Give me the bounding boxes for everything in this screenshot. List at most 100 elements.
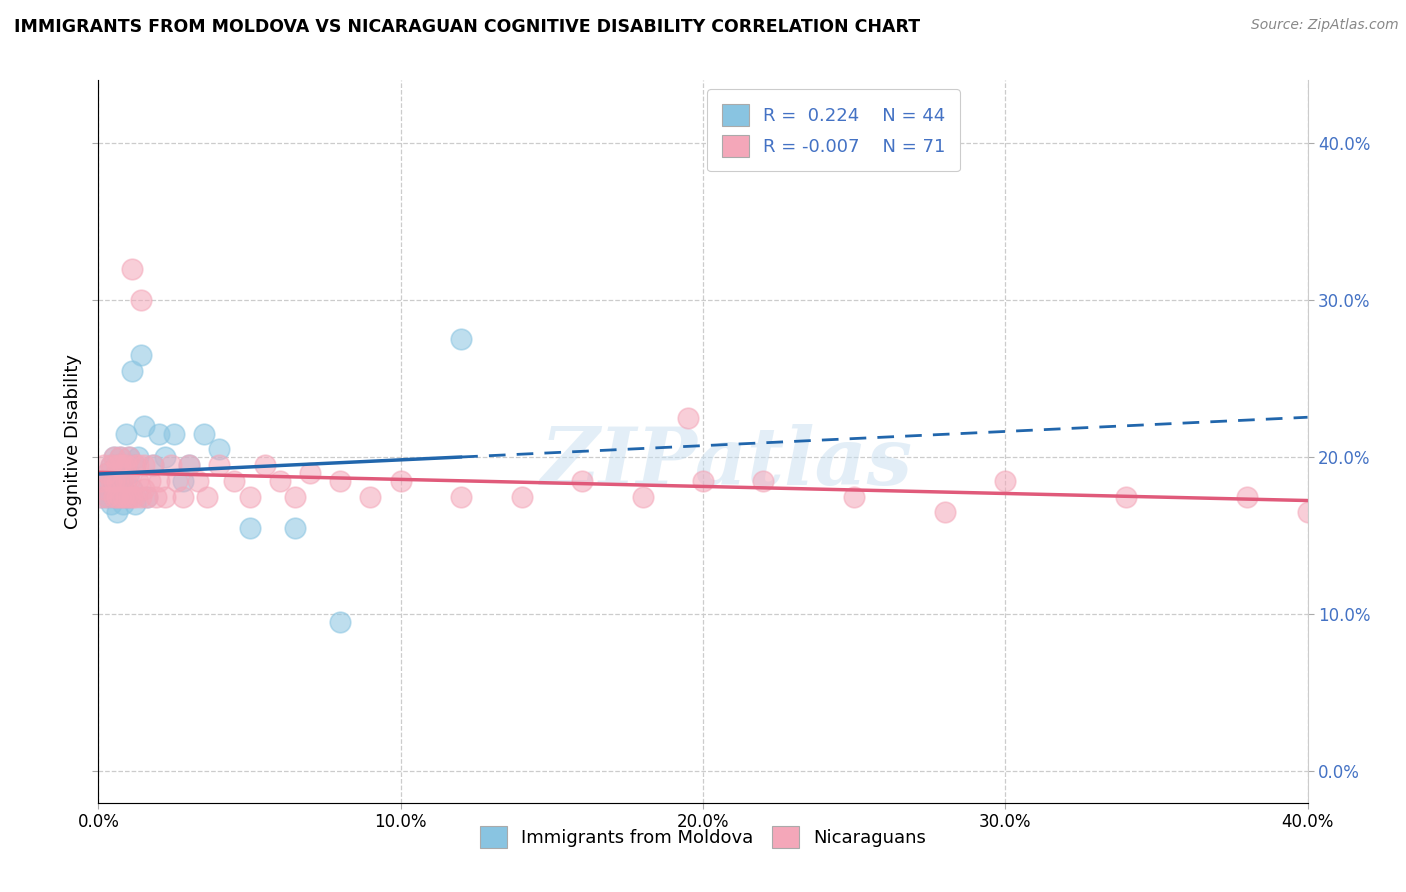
Point	[299, 466, 322, 480]
Point	[142, 458, 165, 472]
Point	[510, 490, 533, 504]
Point	[105, 458, 128, 472]
Point	[93, 482, 115, 496]
Point	[148, 426, 170, 441]
Point	[844, 490, 866, 504]
Point	[284, 490, 307, 504]
Point	[108, 450, 131, 465]
Point	[96, 490, 118, 504]
Point	[166, 474, 188, 488]
Point	[224, 474, 246, 488]
Point	[127, 458, 149, 472]
Point	[114, 474, 136, 488]
Legend: Immigrants from Moldova, Nicaraguans: Immigrants from Moldova, Nicaraguans	[472, 819, 934, 855]
Point	[121, 490, 143, 504]
Point	[100, 458, 122, 472]
Point	[179, 458, 201, 472]
Point	[172, 490, 194, 504]
Point	[118, 450, 141, 465]
Point	[93, 474, 115, 488]
Point	[163, 426, 186, 441]
Point	[124, 458, 146, 472]
Point	[103, 474, 125, 488]
Text: ZIPatlas: ZIPatlas	[541, 425, 914, 502]
Point	[1115, 490, 1137, 504]
Point	[90, 490, 112, 504]
Point	[108, 458, 131, 472]
Point	[124, 490, 146, 504]
Point	[103, 490, 125, 504]
Point	[135, 490, 157, 504]
Point	[111, 497, 134, 511]
Point	[208, 442, 231, 457]
Point	[329, 615, 352, 630]
Point	[111, 458, 134, 472]
Y-axis label: Cognitive Disability: Cognitive Disability	[63, 354, 82, 529]
Point	[193, 426, 215, 441]
Point	[90, 490, 112, 504]
Point	[129, 293, 152, 308]
Point	[208, 458, 231, 472]
Point	[127, 474, 149, 488]
Point	[153, 450, 176, 465]
Point	[118, 490, 141, 504]
Point	[124, 497, 146, 511]
Point	[269, 474, 291, 488]
Point	[100, 497, 122, 511]
Point	[195, 490, 218, 504]
Point	[103, 474, 125, 488]
Text: Source: ZipAtlas.com: Source: ZipAtlas.com	[1251, 18, 1399, 32]
Point	[571, 474, 593, 488]
Point	[103, 490, 125, 504]
Point	[1296, 505, 1319, 519]
Point	[96, 466, 118, 480]
Point	[124, 458, 146, 472]
Point	[114, 458, 136, 472]
Point	[105, 458, 128, 472]
Point	[389, 474, 412, 488]
Point	[111, 490, 134, 504]
Point	[129, 490, 152, 504]
Point	[96, 466, 118, 480]
Point	[450, 333, 472, 347]
Point	[90, 474, 112, 488]
Point	[105, 505, 128, 519]
Point	[118, 474, 141, 488]
Point	[631, 490, 654, 504]
Point	[96, 490, 118, 504]
Point	[994, 474, 1017, 488]
Point	[934, 505, 956, 519]
Point	[108, 450, 131, 465]
Point	[360, 490, 382, 504]
Point	[108, 466, 131, 480]
Point	[111, 474, 134, 488]
Point	[121, 364, 143, 378]
Point	[132, 482, 155, 496]
Point	[239, 521, 262, 535]
Point	[118, 490, 141, 504]
Point	[450, 490, 472, 504]
Point	[132, 458, 155, 472]
Point	[692, 474, 714, 488]
Text: IMMIGRANTS FROM MOLDOVA VS NICARAGUAN COGNITIVE DISABILITY CORRELATION CHART: IMMIGRANTS FROM MOLDOVA VS NICARAGUAN CO…	[14, 18, 920, 36]
Point	[129, 348, 152, 362]
Point	[142, 458, 165, 472]
Point	[121, 482, 143, 496]
Point	[114, 490, 136, 504]
Point	[127, 450, 149, 465]
Point	[284, 521, 307, 535]
Point	[179, 458, 201, 472]
Point	[329, 474, 352, 488]
Point	[114, 426, 136, 441]
Point	[139, 474, 162, 488]
Point	[135, 490, 157, 504]
Point	[160, 458, 183, 472]
Point	[121, 261, 143, 276]
Point	[239, 490, 262, 504]
Point	[93, 482, 115, 496]
Point	[132, 418, 155, 433]
Point	[105, 490, 128, 504]
Point	[118, 466, 141, 480]
Point	[105, 482, 128, 496]
Point	[93, 458, 115, 472]
